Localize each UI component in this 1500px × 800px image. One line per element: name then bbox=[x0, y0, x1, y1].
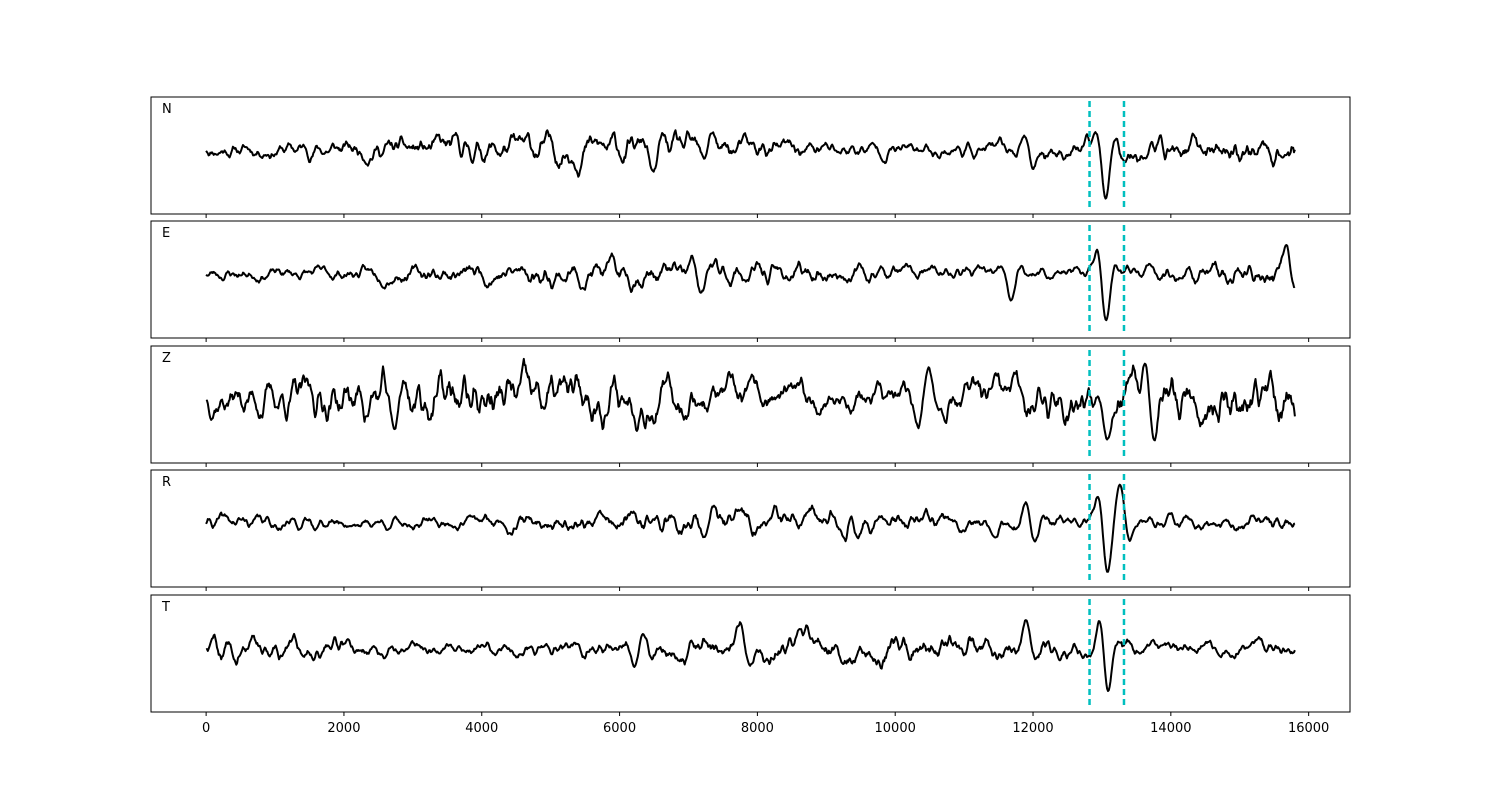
panel-frame bbox=[150, 594, 1351, 713]
panel-frame bbox=[150, 220, 1351, 339]
x-tick-label: 2000 bbox=[327, 721, 360, 736]
x-tick-label: 4000 bbox=[465, 721, 498, 736]
x-tick-label: 12000 bbox=[1012, 721, 1053, 736]
panel-label: R bbox=[162, 475, 171, 490]
panels-group: N E Z R T bbox=[150, 96, 1351, 716]
panel-label: Z bbox=[162, 351, 171, 366]
panel-frame bbox=[150, 96, 1351, 215]
panel-label: N bbox=[162, 102, 172, 117]
panel-t: T bbox=[150, 594, 1351, 716]
x-axis: 0 2000 4000 6000 8000 10000 12000 14000 16000 bbox=[202, 721, 1329, 736]
panel-frame bbox=[150, 469, 1351, 588]
x-tick-label: 14000 bbox=[1150, 721, 1191, 736]
x-tick-label: 0 bbox=[202, 721, 210, 736]
panel-label: E bbox=[162, 226, 170, 241]
waveform-trace-z bbox=[205, 357, 1296, 442]
x-tick-label: 6000 bbox=[603, 721, 636, 736]
panel-frame bbox=[150, 345, 1351, 464]
panel-r: R bbox=[150, 469, 1351, 591]
panel-label: T bbox=[161, 600, 170, 615]
waveform-trace-n bbox=[205, 129, 1296, 200]
waveform-trace-r bbox=[205, 483, 1296, 573]
waveform-trace-e bbox=[205, 244, 1296, 322]
panel-z: Z bbox=[150, 345, 1351, 467]
x-tick-label: 10000 bbox=[875, 721, 916, 736]
waveform-trace-t bbox=[205, 619, 1296, 692]
panel-e: E bbox=[150, 220, 1351, 342]
x-tick-label: 16000 bbox=[1288, 721, 1329, 736]
x-tick-label: 8000 bbox=[741, 721, 774, 736]
panel-n: N bbox=[150, 96, 1351, 218]
